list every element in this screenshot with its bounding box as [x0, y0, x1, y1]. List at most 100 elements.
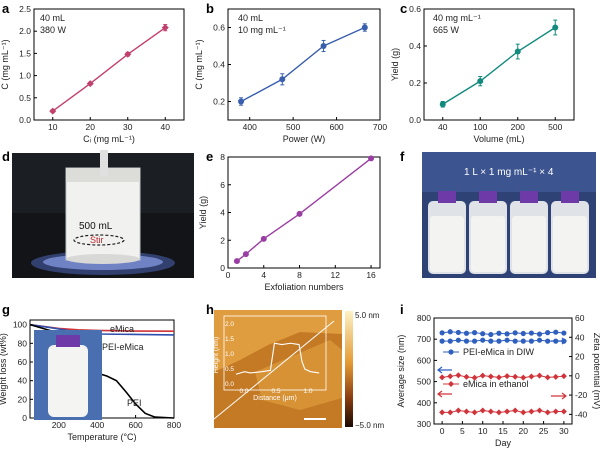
g-ylabel: Weight loss (wt%) [0, 333, 8, 405]
i-legend-label-0: PEI-eMica in DIW [463, 347, 535, 357]
i-y2tick-label-2: 0 [575, 371, 580, 381]
g-series-label-2: PEI [127, 398, 142, 408]
i-point-2-0 [439, 374, 446, 381]
i-point-3-3 [463, 408, 470, 415]
i-point-0-9 [512, 330, 518, 336]
afm-inset-ytick-0: 0.0 [225, 381, 234, 388]
e-ytick-label-0: 0 [220, 263, 225, 273]
i-legend-label-1: eMica in ethanol [463, 379, 529, 389]
i-xtick-label-0: 0 [440, 426, 445, 436]
c-xtick-label-1: 100 [473, 122, 487, 132]
i-point-0-3 [463, 330, 470, 336]
c-xtick-label-0: 40 [438, 122, 448, 132]
e-xtick-label-3: 12 [331, 270, 341, 280]
b-series-line [240, 26, 366, 103]
i-point-0-15 [561, 330, 567, 336]
i-y2tick-label-3: 20 [575, 352, 585, 362]
bottle-1 [428, 191, 466, 274]
i-point-1-6 [488, 338, 494, 344]
panel-letter-d: d [2, 149, 10, 164]
panel-letter-h: h [206, 302, 214, 317]
a-ylabel: C (mg mL⁻¹) [0, 39, 10, 89]
i-series-line-0 [442, 331, 564, 336]
a-series-line [52, 27, 166, 112]
i-point-2-6 [487, 373, 494, 380]
i-ytick-label-2: 500 [417, 377, 431, 387]
a-ytick-label-3: 1.5 [19, 48, 31, 58]
i-point-0-11 [528, 330, 535, 336]
c-xlabel: Volume (mL) [473, 134, 524, 144]
a-ytick-label-4: 2.0 [19, 26, 31, 36]
g-ytick-label-5: 100 [13, 320, 27, 330]
i-ytick-label-3: 600 [417, 355, 431, 365]
i-point-3-13 [544, 409, 551, 416]
c-xtick-label-3: 500 [548, 122, 562, 132]
afm-inset-ytick-4: 2.0 [225, 321, 234, 328]
b-xtick-label-2: 600 [329, 122, 343, 132]
b-point-3 [361, 24, 368, 31]
i-point-2-4 [471, 374, 478, 381]
e-ytick-label-1: 2 [220, 235, 225, 245]
i-point-0-12 [536, 331, 543, 337]
i-point-3-9 [512, 407, 519, 414]
e-xlabel: Exfoliation numbers [264, 282, 344, 292]
chart-a: 10 20 30 40 0.0 0.5 1.0 1.5 2.0 2.5 Cᵢ (mg mL⁻¹) C … [0, 4, 185, 144]
a-point-0 [49, 107, 57, 115]
c-ytick-label-3: 0.6 [409, 4, 421, 14]
i-point-0-1 [447, 329, 453, 335]
panel-letter-a: a [2, 1, 10, 16]
e-plot-frame [227, 156, 381, 269]
c-point-1 [477, 78, 484, 85]
i-y2tick-label-4: 40 [575, 332, 585, 342]
i-point-3-0 [439, 409, 446, 416]
b-ytick-label-0: 0.2 [213, 97, 225, 107]
g-xtick-label-2: 600 [129, 420, 143, 430]
a-ytick-label-5: 2.5 [19, 4, 31, 14]
i-ytick-label-5: 800 [417, 313, 431, 323]
i-xtick-label-1: 5 [460, 426, 465, 436]
a-xtick-label-0: 10 [48, 122, 58, 132]
b-ytick-label-1: 0.4 [213, 60, 225, 70]
b-point-2 [320, 43, 327, 49]
c-xtick-label-2: 200 [511, 122, 525, 132]
g-series-label-0: eMica [110, 324, 134, 334]
e-ytick-label-3: 6 [220, 180, 225, 190]
panel-letter-f: f [400, 149, 405, 164]
c-series-line [442, 26, 556, 105]
i-point-3-6 [487, 408, 494, 415]
i-point-3-15 [560, 408, 567, 415]
bottle-4 [551, 191, 589, 274]
i-ytick-label-4: 700 [417, 334, 431, 344]
stir-label: Stir [90, 235, 104, 245]
a-xlabel: Cᵢ (mg mL⁻¹) [83, 134, 135, 144]
i-point-0-2 [455, 329, 461, 336]
b-point-0 [238, 98, 245, 105]
e-point-1 [242, 251, 249, 258]
afm-inset-xlabel: Distance (μm) [253, 395, 297, 402]
i-point-2-11 [528, 373, 535, 380]
a-ytick-label-1: 0.5 [19, 93, 31, 103]
c-ytick-label-2: 0.4 [409, 41, 421, 51]
b-ytick-label-2: 0.6 [213, 23, 225, 33]
i-point-1-13 [545, 338, 551, 344]
chart-g: 200 400 600 800 0 20 40 60 80 100 Temperature (°C)… [0, 319, 181, 442]
afm-inset-xtick-1: 0.5 [271, 388, 280, 395]
bottles-caption: 1 L × 1 mg mL⁻¹ × 4 [464, 167, 554, 178]
i-point-2-9 [512, 373, 519, 380]
note-b-2: 10 mg mL⁻¹ [238, 25, 286, 35]
i-point-1-8 [504, 337, 510, 343]
g-series-label-1: PEI-eMica [102, 342, 144, 352]
chart-b: 400 500 600 700 0.2 0.4 0.6 Power (W) C (mg mL⁻¹… [194, 8, 387, 144]
b-xtick-label-3: 700 [373, 122, 387, 132]
afm-inset-plot [235, 342, 320, 375]
g-ytick-label-4: 80 [18, 338, 28, 348]
i-arrow-left-red [437, 390, 452, 398]
b-ylabel: C (mg mL⁻¹) [194, 39, 204, 89]
chart-i: 0 5 10 15 20 25 30300400500600700800DayAverage… [396, 313, 600, 448]
e-point-2 [260, 235, 267, 242]
h-inset-profile-line [235, 342, 320, 375]
chart-c: 0.0 0.2 0.4 0.6 Volume (mL) Yield (g) 40 100 200… [390, 4, 575, 144]
i-point-3-10 [520, 409, 527, 416]
afm-inset-profile: Height (nm) Distance (μm) 0.0 0.5 1.0 1.… [213, 315, 327, 402]
e-ytick-label-2: 4 [220, 208, 225, 218]
